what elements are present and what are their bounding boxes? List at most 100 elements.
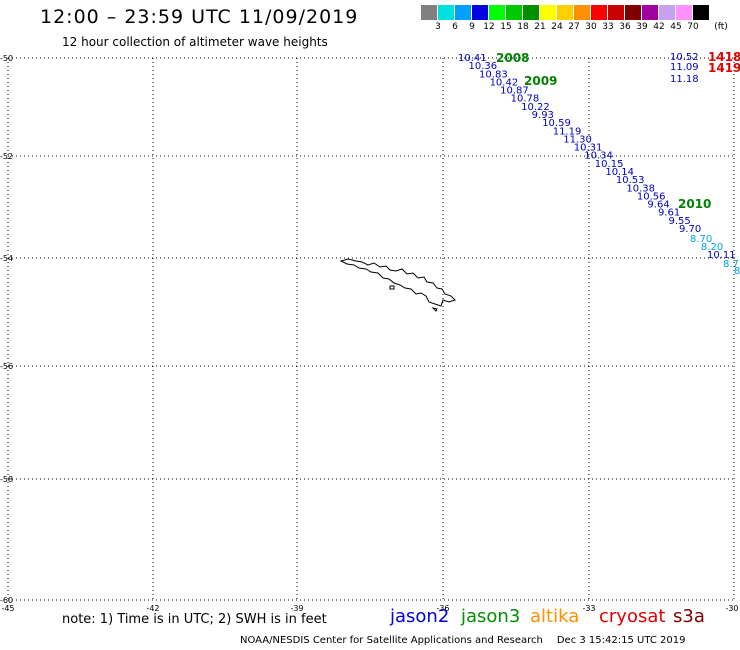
scale-swatch: [455, 5, 472, 20]
color-scale-labels: 3 6 9 12 15 18 21 24 27 30 33 36 39 42 45 70 (ft): [421, 20, 728, 34]
scale-label: 30: [585, 22, 597, 32]
track-value-label: 10.83: [479, 69, 508, 80]
scale-swatch: [676, 5, 693, 20]
scale-label: 12: [483, 22, 495, 32]
track-value-label: 8.7: [723, 259, 739, 270]
track-time-label: 2010: [678, 197, 711, 211]
track-value-label: 11.30: [563, 134, 592, 145]
longitude-label: -36: [436, 604, 449, 613]
latitude-label: -50: [0, 54, 13, 63]
track-value-label: 9.93: [532, 110, 554, 121]
latitude-label: -58: [0, 475, 13, 484]
track-value-label: 11.18: [670, 74, 699, 85]
latitude-label: -54: [0, 254, 13, 263]
scale-swatch: [489, 5, 506, 20]
track-value-label: 10.15: [595, 159, 624, 170]
scale-label: 18: [517, 22, 529, 32]
scale-swatch: [557, 5, 574, 20]
track-value-label: 8: [734, 266, 740, 277]
scale-swatch: [574, 5, 591, 20]
track-value-label: 11.19: [553, 126, 582, 137]
track-time-label: 2008: [496, 51, 529, 65]
track-value-label: 10.87: [500, 86, 529, 97]
scale-swatch: [438, 5, 455, 20]
track-value-label: 10.14: [605, 167, 634, 178]
coastline-islet: [431, 307, 438, 312]
scale-swatch: [693, 5, 710, 20]
scale-label: 21: [534, 22, 546, 32]
track-value-label: 10.11: [707, 250, 736, 261]
track-value-label: 11.09: [670, 62, 699, 73]
altimeter-track: 10.4110.3610.8310.4210.8710.7810.229.931…: [458, 50, 740, 277]
track-value-label: 10.41: [458, 53, 487, 64]
track-value-label: 10.56: [637, 191, 666, 202]
map-subtitle: 12 hour collection of altimeter wave hei…: [62, 35, 328, 49]
south-georgia-island-coastline: [339, 258, 456, 307]
track-value-label: 9.70: [679, 224, 701, 235]
track-value-label: 9.64: [647, 200, 669, 211]
scale-swatch: [659, 5, 676, 20]
track-time-label: 1419: [708, 61, 740, 75]
scale-label: 9: [469, 22, 475, 32]
scale-label: 42: [653, 22, 665, 32]
scale-label: 45: [670, 22, 682, 32]
scale-label: 6: [452, 22, 458, 32]
graticule: [7, 57, 735, 601]
scale-label: 70: [687, 22, 699, 32]
color-scale-bar: [421, 5, 728, 20]
scale-swatch: [608, 5, 625, 20]
track-value-label: 10.53: [616, 175, 645, 186]
scale-swatch: [506, 5, 523, 20]
longitude-label: -42: [146, 604, 159, 613]
legend-altika: altika: [530, 606, 580, 627]
legend-jason2: jason2: [390, 606, 450, 627]
track-value-label: 10.42: [490, 77, 519, 88]
track-time-label: 2009: [524, 74, 557, 88]
scale-label: 15: [500, 22, 512, 32]
coastline-islet: [389, 285, 395, 290]
scale-swatch: [591, 5, 608, 20]
longitude-label: -45: [1, 604, 14, 613]
track-value-label: 10.52: [670, 52, 699, 63]
map-title: 12:00 – 23:59 UTC 11/09/2019: [40, 6, 359, 28]
credit-line: NOAA/NESDIS Center for Satellite Applica…: [240, 635, 699, 646]
scale-swatch: [540, 5, 557, 20]
scale-unit: (ft): [714, 22, 728, 32]
scale-swatch: [625, 5, 642, 20]
scale-label: 36: [619, 22, 631, 32]
credit-text: NOAA/NESDIS Center for Satellite Applica…: [240, 635, 543, 646]
latitude-label: -60: [0, 596, 13, 605]
scale-label: 33: [602, 22, 614, 32]
latitude-label: -52: [0, 152, 13, 161]
track-value-label: 8.70: [690, 234, 712, 245]
track-value-label: 10.59: [542, 118, 571, 129]
scale-swatch: [523, 5, 540, 20]
longitude-label: -33: [582, 604, 595, 613]
longitude-label: -30: [725, 604, 738, 613]
scale-swatch: [642, 5, 659, 20]
track-value-label: 10.22: [521, 102, 550, 113]
units-note: note: 1) Time is in UTC; 2) SWH is in fe…: [62, 612, 327, 627]
scale-label: 39: [636, 22, 648, 32]
scale-label: 27: [568, 22, 580, 32]
track-value-label: 9.55: [668, 216, 690, 227]
axis-labels: -50 -52 -54 -56 -58 -60-45 -42 -39 -36 -33 -30: [0, 54, 739, 613]
scale-label: 24: [551, 22, 563, 32]
latitude-label: -56: [0, 362, 13, 371]
scale-label: 3: [435, 22, 441, 32]
track-value-label: 9.61: [658, 208, 680, 219]
scale-swatch: [472, 5, 489, 20]
track-time-label: 1418: [708, 50, 740, 64]
wave-height-color-scale: 3 6 9 12 15 18 21 24 27 30 33 36 39 42 45 70 (ft): [421, 5, 728, 37]
scale-swatch: [421, 5, 438, 20]
track-value-label: 10.34: [584, 151, 613, 162]
legend-s3a: s3a: [673, 606, 705, 627]
longitude-label: -39: [290, 604, 303, 613]
legend-cryosat: cryosat: [599, 606, 666, 627]
track-value-label: 10.31: [574, 143, 603, 154]
track-value-label: 10.38: [626, 183, 655, 194]
generated-timestamp: Dec 3 15:42:15 UTC 2019: [556, 635, 686, 646]
track-value-label: 10.36: [469, 61, 498, 72]
track-value-label: 10.78: [511, 94, 540, 105]
